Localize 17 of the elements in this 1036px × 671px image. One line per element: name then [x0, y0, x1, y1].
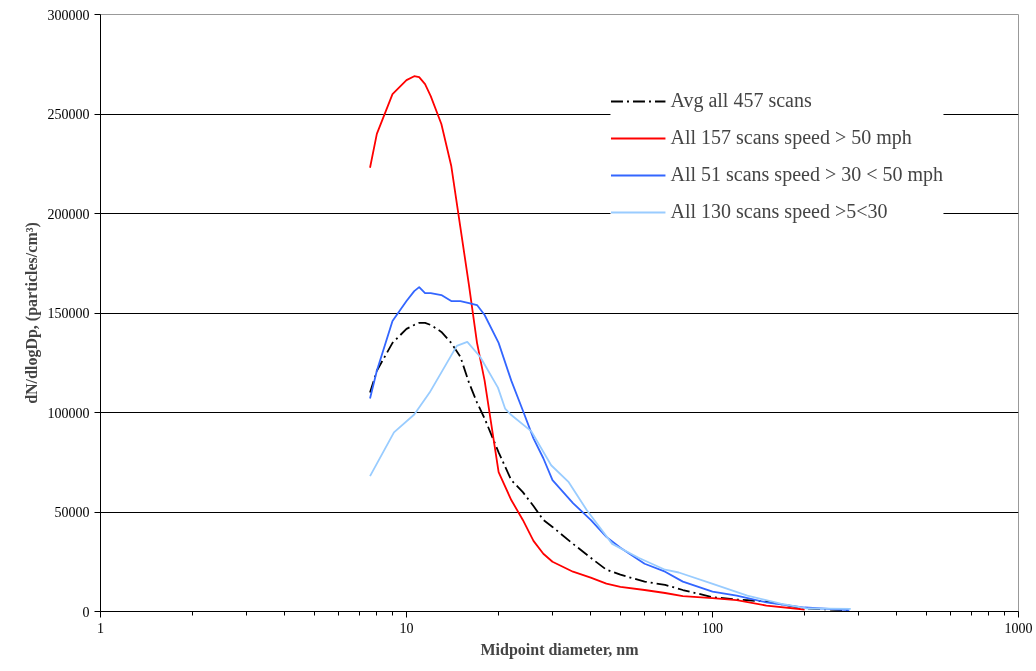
- legend-label: Avg all 457 scans: [670, 89, 812, 112]
- y-tick-label: 100000: [47, 405, 90, 421]
- y-tick-label: 50000: [54, 505, 90, 520]
- legend-label: All 51 scans speed > 30 < 50 mph: [670, 163, 943, 186]
- x-tick-label: 100: [702, 620, 723, 636]
- y-tick-label: 150000: [47, 306, 90, 321]
- y-tick-label: 200000: [47, 206, 90, 222]
- legend-label: All 157 scans speed > 50 mph: [670, 126, 912, 149]
- y-tick-label: 300000: [47, 7, 90, 23]
- x-tick-label: 1: [97, 620, 104, 636]
- y-tick-label: 0: [82, 604, 90, 620]
- y-axis-title: dN/dlogDp, (particles/cm³): [22, 222, 41, 404]
- y-tick-label: 250000: [47, 107, 90, 122]
- x-tick-label: 1000: [1004, 620, 1033, 636]
- x-axis-title: Midpoint diameter, nm: [480, 640, 640, 659]
- legend-label: All 130 scans speed >5<30: [670, 200, 888, 223]
- x-tick-label: 10: [399, 620, 414, 636]
